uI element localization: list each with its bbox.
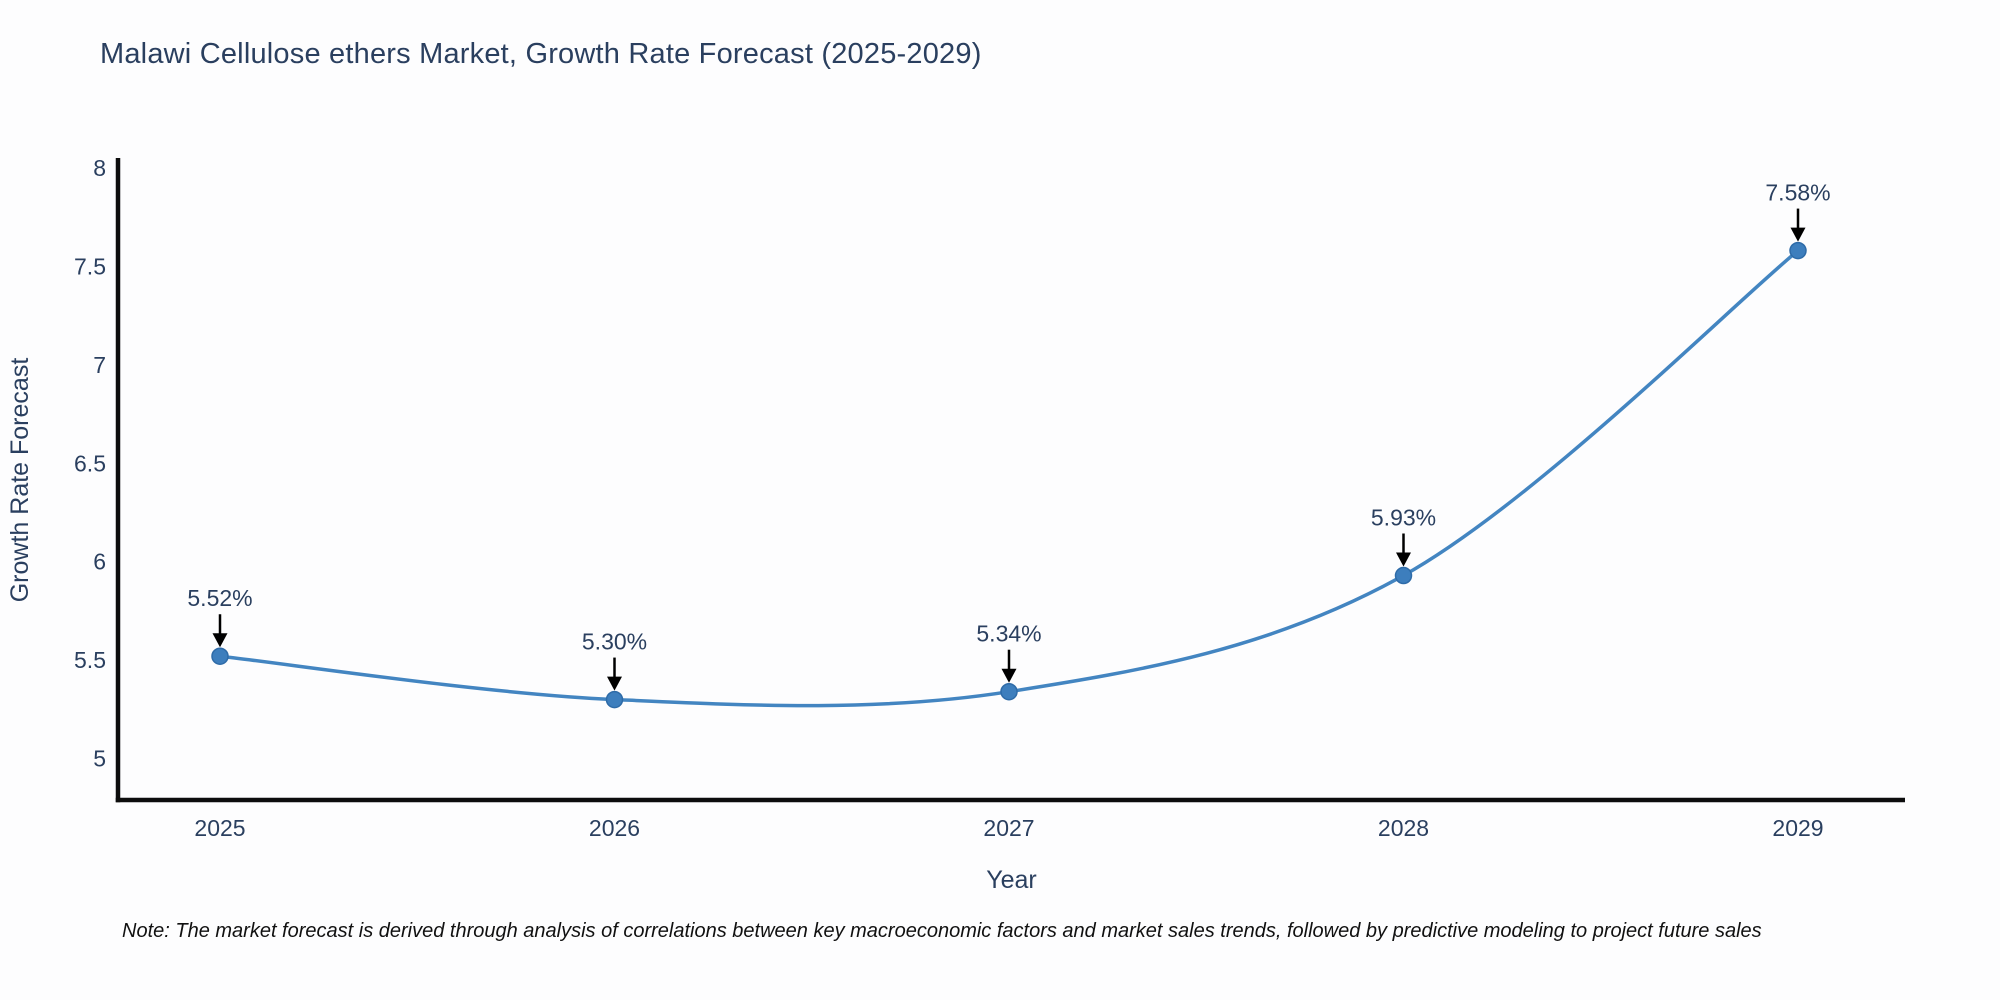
x-tick-label: 2029 bbox=[1772, 815, 1823, 841]
data-point-marker bbox=[1000, 682, 1018, 701]
annotation-arrowhead bbox=[1790, 227, 1806, 242]
y-tick-label: 6.5 bbox=[74, 450, 106, 476]
x-tick-label: 2028 bbox=[1378, 815, 1429, 841]
x-tick-label: 2026 bbox=[589, 815, 640, 841]
point-annotation: 5.34% bbox=[976, 621, 1041, 647]
x-tick-label: 2027 bbox=[983, 815, 1034, 841]
data-point-marker bbox=[211, 647, 229, 665]
data-point-marker bbox=[1789, 241, 1807, 260]
y-tick-label: 5 bbox=[93, 746, 106, 772]
y-tick-label: 6 bbox=[93, 549, 106, 575]
y-tick-label: 8 bbox=[93, 155, 106, 181]
data-point-marker bbox=[605, 690, 624, 709]
point-annotation: 7.58% bbox=[1765, 180, 1830, 206]
y-tick-label: 5.5 bbox=[74, 647, 106, 673]
y-tick-label: 7 bbox=[93, 352, 106, 378]
point-annotation: 5.93% bbox=[1371, 505, 1436, 531]
y-axis-title: Growth Rate Forecast bbox=[6, 358, 34, 603]
annotation-arrowhead bbox=[607, 676, 622, 691]
data-point-marker bbox=[1394, 566, 1413, 585]
annotation-arrowhead bbox=[212, 633, 228, 648]
annotation-arrowhead bbox=[1001, 668, 1017, 683]
point-annotation: 5.52% bbox=[187, 585, 252, 611]
y-tick-label: 7.5 bbox=[74, 253, 106, 279]
x-axis-title: Year bbox=[986, 866, 1037, 894]
footnote: Note: The market forecast is derived thr… bbox=[122, 920, 1762, 942]
chart-title: Malawi Cellulose ethers Market, Growth R… bbox=[100, 38, 982, 70]
point-annotation: 5.30% bbox=[582, 629, 647, 655]
x-tick-label: 2025 bbox=[194, 815, 245, 841]
annotation-arrowhead bbox=[1396, 552, 1411, 567]
series-line bbox=[218, 248, 1800, 708]
